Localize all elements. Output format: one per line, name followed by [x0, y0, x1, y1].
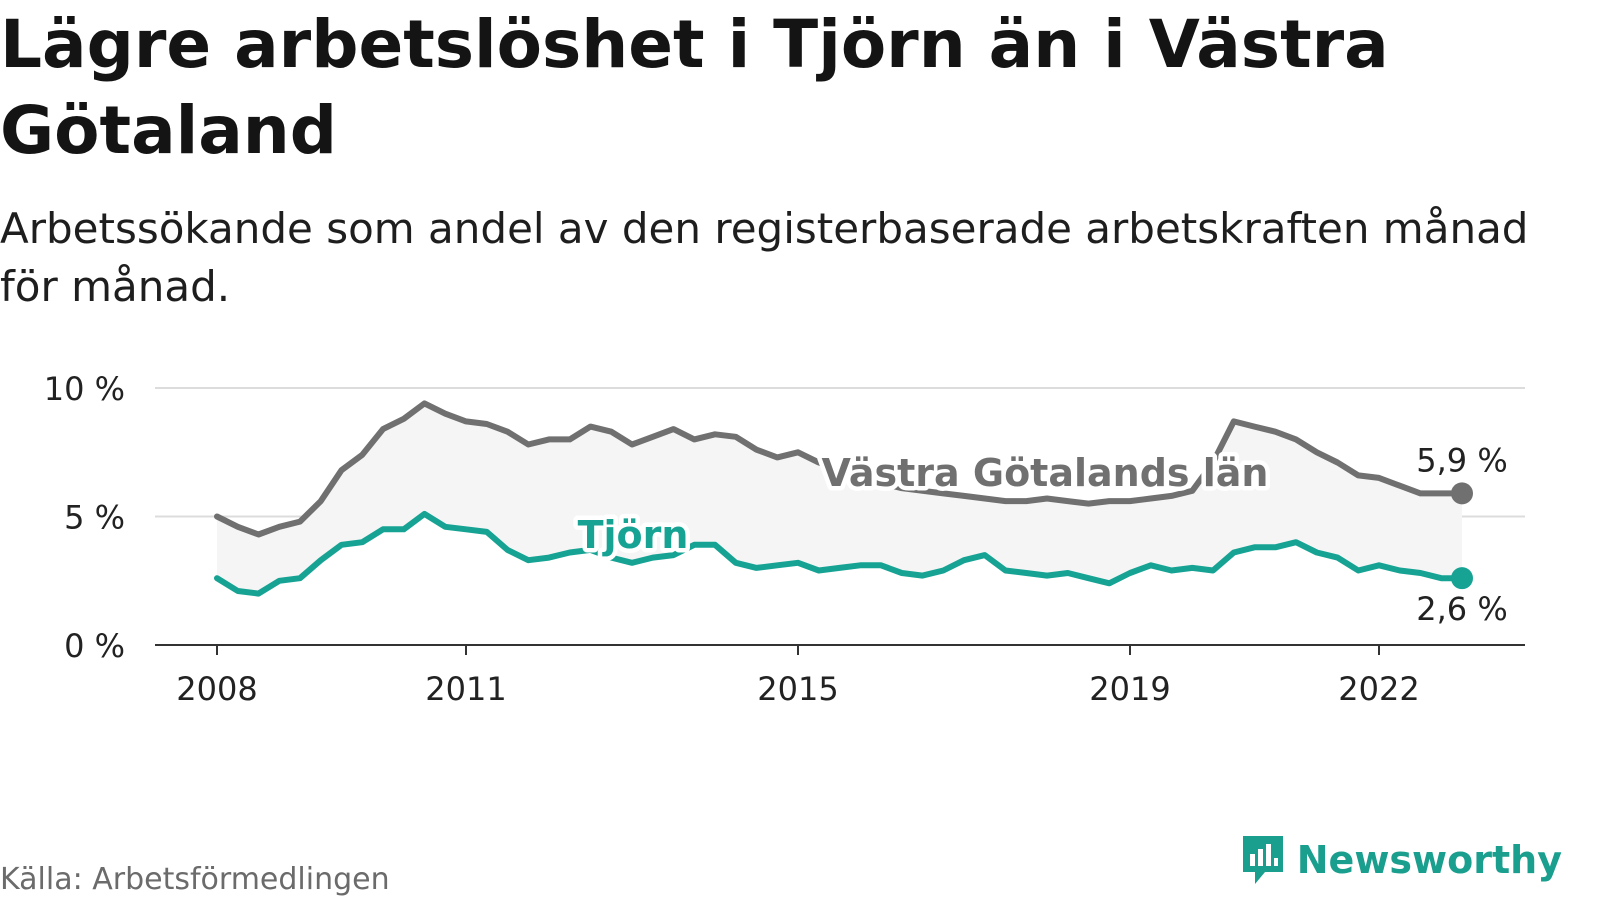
x-tick-label: 2022	[1338, 670, 1419, 708]
series-end-label-0: 5,9 %	[1416, 441, 1507, 479]
series-end-label-1: 2,6 %	[1416, 590, 1507, 628]
series-line-0	[214, 400, 1465, 538]
x-tick-label: 2015	[757, 670, 838, 708]
source-note: Källa: Arbetsförmedlingen	[0, 862, 390, 897]
series-line-1	[214, 510, 1465, 597]
series-name-label-0: Västra Götalands län	[822, 451, 1269, 495]
series-end-point-1	[1451, 567, 1473, 590]
newsworthy-logo-icon	[1242, 836, 1283, 884]
gap-area	[217, 403, 1462, 594]
chart-subtitle: Arbetssökande som andel av den registerb…	[0, 204, 1529, 311]
x-tick-label: 2008	[176, 670, 257, 708]
brand-logo[interactable]: Newsworthy	[1239, 832, 1562, 888]
chart-title: Lägre arbetslöshet i Tjörn än i Västra G…	[0, 6, 1389, 169]
y-tick-label: 0 %	[64, 627, 125, 665]
brand-name: Newsworthy	[1296, 838, 1562, 882]
y-tick-label: 10 %	[44, 370, 125, 408]
y-tick-label: 5 %	[64, 499, 125, 537]
x-tick-label: 2019	[1089, 670, 1170, 708]
line-chart: 0 % 5 % 10 % 2008 2011 2015 2019 2022 5,9 % 2,6 %…	[44, 370, 1525, 708]
x-tick-label: 2011	[425, 670, 506, 708]
series-end-point-0	[1451, 482, 1473, 505]
series-name-label-1: Tjörn	[578, 513, 689, 557]
